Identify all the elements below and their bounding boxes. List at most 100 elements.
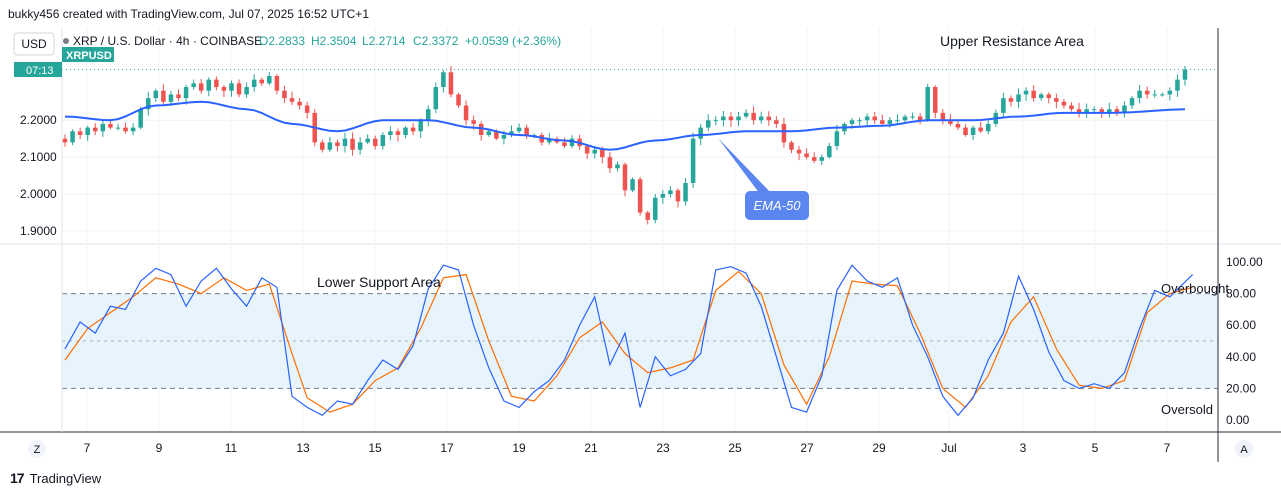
candle-body bbox=[395, 131, 401, 135]
tradingview-logo[interactable]: 17 TradingView bbox=[10, 470, 101, 486]
symbol-tag[interactable] bbox=[62, 47, 114, 62]
candle-body bbox=[320, 142, 325, 150]
legend-low: L2.2714 bbox=[362, 34, 406, 48]
candle-body bbox=[478, 123, 484, 135]
candle-body bbox=[183, 87, 189, 99]
candle-body bbox=[1001, 98, 1006, 113]
candle-body bbox=[168, 94, 174, 102]
candle-body bbox=[221, 87, 227, 91]
candle-body bbox=[267, 75, 272, 84]
candle-body bbox=[85, 127, 90, 135]
currency-button[interactable] bbox=[13, 32, 55, 56]
candle-body bbox=[607, 157, 613, 169]
chart-area[interactable]: 2.2000 2.1000 2.0000 1.9000 100.00 80.00 60.0… bbox=[0, 22, 1281, 462]
candle-body bbox=[1016, 94, 1021, 102]
stoch-tick-label: 40.00 bbox=[1226, 350, 1256, 364]
time-tick-label: 19 bbox=[512, 441, 526, 455]
time-tick-label: Jul bbox=[941, 441, 956, 455]
stoch-tick-label: 80.00 bbox=[1226, 287, 1256, 301]
candle-body bbox=[1046, 94, 1052, 99]
candle-body bbox=[176, 94, 181, 99]
candle-body bbox=[637, 179, 643, 213]
candle-body bbox=[1160, 94, 1165, 96]
candle-body bbox=[774, 120, 779, 124]
auto-scale-right-label: A bbox=[1240, 444, 1248, 456]
candle-body bbox=[130, 127, 136, 132]
candle-body bbox=[834, 131, 840, 147]
currency-label: USD bbox=[21, 37, 47, 51]
candle-body bbox=[978, 127, 983, 132]
candle-body bbox=[645, 212, 650, 220]
candle-body bbox=[955, 123, 961, 128]
candle-body bbox=[933, 87, 938, 113]
candle-body bbox=[562, 142, 567, 147]
candle-body bbox=[653, 197, 658, 220]
header-bar: bukky456 created with TradingView.com, J… bbox=[0, 0, 1281, 28]
candle-body bbox=[335, 142, 340, 147]
candle-body bbox=[902, 116, 908, 121]
time-tick-label: 27 bbox=[800, 441, 814, 455]
ema-callout: EMA-50 bbox=[718, 138, 809, 220]
candle-body bbox=[1084, 109, 1089, 113]
candle-body bbox=[463, 105, 469, 121]
auto-scale-left-button[interactable] bbox=[28, 440, 46, 458]
candle-body bbox=[1008, 98, 1014, 102]
candle-body bbox=[214, 79, 219, 88]
candle-body bbox=[547, 138, 552, 143]
stoch-axis[interactable]: 100.00 80.00 60.00 40.00 20.00 0.00 bbox=[1226, 255, 1263, 427]
stoch-tick-label: 0.00 bbox=[1226, 413, 1250, 427]
stoch-band-fill bbox=[62, 293, 1218, 389]
candle-body bbox=[970, 127, 976, 135]
candle-body bbox=[365, 138, 370, 143]
overbought-label: Overbought bbox=[1161, 281, 1229, 296]
candle-body bbox=[857, 120, 862, 122]
price-tick-label: 2.0000 bbox=[20, 187, 57, 201]
time-tick-label: 5 bbox=[1092, 441, 1099, 455]
candle-body bbox=[1023, 90, 1029, 95]
candle-body bbox=[93, 127, 98, 132]
time-tick-label: 17 bbox=[440, 441, 454, 455]
candle-body bbox=[357, 142, 363, 150]
candle-body bbox=[274, 75, 280, 91]
candle-body bbox=[1031, 90, 1036, 99]
candle-body bbox=[1144, 90, 1150, 95]
legend-close: C2.3372 bbox=[413, 34, 459, 48]
candle-body bbox=[630, 179, 635, 191]
price-axis[interactable]: 2.2000 2.1000 2.0000 1.9000 bbox=[20, 113, 57, 238]
auto-scale-left-label: Z bbox=[34, 444, 41, 456]
candle-body bbox=[985, 123, 991, 132]
candle-body bbox=[887, 120, 893, 124]
candle-body bbox=[516, 127, 522, 132]
time-tick-label: 11 bbox=[225, 441, 238, 455]
candle-body bbox=[289, 98, 295, 102]
candle-body bbox=[705, 120, 711, 128]
ema-callout-pointer bbox=[718, 138, 772, 194]
candle-body bbox=[743, 112, 749, 117]
candle-body bbox=[1114, 109, 1120, 113]
stoch-tick-label: 60.00 bbox=[1226, 318, 1256, 332]
time-tick-label: 13 bbox=[296, 441, 310, 455]
tradingview-brand: TradingView bbox=[29, 470, 102, 486]
symbol-status-dot bbox=[63, 38, 69, 44]
time-tick-label: 23 bbox=[656, 441, 670, 455]
time-axis[interactable]: 7 9 11 13 15 17 19 21 23 25 27 29 Jul 3 5 7 bbox=[84, 441, 1171, 455]
candle-body bbox=[161, 90, 166, 102]
countdown-tag bbox=[14, 62, 62, 77]
time-tick-label: 15 bbox=[368, 441, 382, 455]
candle-body bbox=[910, 116, 915, 118]
candle-body bbox=[509, 131, 514, 135]
candle-body bbox=[115, 127, 121, 129]
candle-body bbox=[849, 120, 855, 124]
candle-body bbox=[448, 72, 454, 95]
auto-scale-right-button[interactable] bbox=[1235, 440, 1253, 458]
candle-body bbox=[895, 120, 900, 122]
candle-body bbox=[1091, 109, 1097, 111]
candle-body bbox=[77, 131, 83, 135]
candle-body bbox=[1137, 90, 1142, 99]
stoch-d-line bbox=[64, 270, 1193, 413]
candle-body bbox=[622, 164, 628, 191]
legend-change: +0.0539 (+2.36%) bbox=[465, 34, 561, 48]
time-tick-label: 7 bbox=[1164, 441, 1171, 455]
candle-body bbox=[1069, 105, 1074, 110]
candle-body bbox=[766, 116, 772, 121]
